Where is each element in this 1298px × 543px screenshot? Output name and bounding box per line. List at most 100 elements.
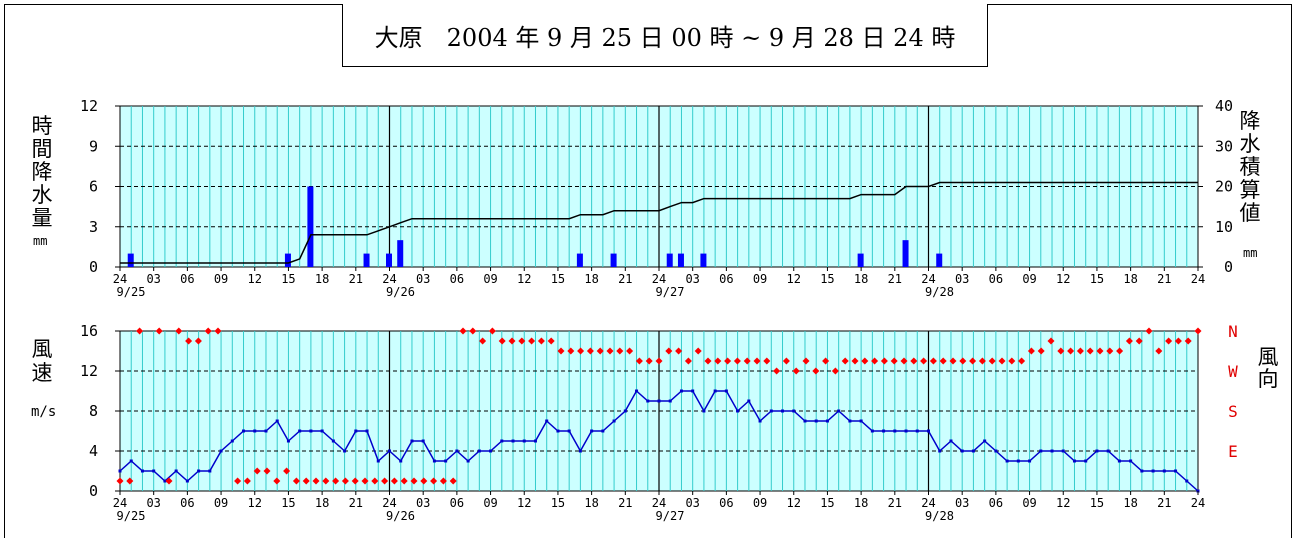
wind-direction-point [635, 357, 643, 365]
x-tick-label: 03 [146, 272, 160, 286]
y-tick-label: 9 [89, 137, 98, 155]
wind-speed-point [118, 469, 122, 473]
wind-speed-point [410, 439, 414, 443]
day-label: 9/25 [117, 509, 146, 523]
x-tick-label: 18 [854, 496, 868, 510]
wind-direction-point [694, 347, 702, 355]
x-tick-label: 09 [483, 272, 497, 286]
y-tick-label: 12 [80, 97, 98, 115]
wind-speed-point [724, 389, 728, 393]
wind-direction-point [253, 467, 261, 475]
wind-speed-point [1162, 469, 1166, 473]
precip-bar [397, 240, 404, 267]
wind-direction-point [361, 477, 369, 485]
wind-direction-point [498, 337, 506, 345]
wind-speed-point [893, 429, 897, 433]
wind-speed-point [522, 439, 526, 443]
wind-speed-point [253, 429, 257, 433]
wind-speed-point [792, 409, 796, 413]
wind-direction-point [841, 357, 849, 365]
wind-direction-ticks: N W S E [1228, 322, 1238, 461]
precip-bar [677, 253, 684, 267]
wind-direction-point [812, 367, 820, 375]
wind-speed-points [118, 389, 1200, 493]
wind-speed-point [1061, 449, 1065, 453]
x-tick-label: 24 [921, 272, 935, 286]
wind-speed-point [814, 419, 818, 423]
wind-left-label-char: 風 [32, 337, 53, 361]
wind-direction-point [586, 347, 594, 355]
wind-direction-point [733, 357, 741, 365]
wind-direction-point [596, 347, 604, 355]
precip-left-unit: mm [33, 234, 47, 248]
wind-direction-points [116, 327, 1202, 485]
x-tick-label: 15 [820, 496, 834, 510]
wind-speed-point [219, 449, 223, 453]
wind-direction-point [802, 357, 810, 365]
wind-speed-point [646, 399, 650, 403]
wind-speed-point [1151, 469, 1155, 473]
wind-speed-point [376, 459, 380, 463]
wind-direction-point [880, 357, 888, 365]
wind-direction-point [430, 477, 438, 485]
wind-speed-point [848, 419, 852, 423]
wind-speed-point [803, 419, 807, 423]
wind-direction-point [1018, 357, 1026, 365]
wind-speed-point [275, 419, 279, 423]
wind-speed-point [679, 389, 683, 393]
precip-right-label-char: 積 [1240, 155, 1261, 179]
wind-direction-point [871, 357, 879, 365]
wind-direction-point [1106, 347, 1114, 355]
wind-direction-point [851, 357, 859, 365]
wind-direction-point [763, 357, 771, 365]
wind-speed-point [1106, 449, 1110, 453]
wind-direction-point [420, 477, 428, 485]
wind-speed-point [1140, 469, 1144, 473]
wind-speed-point [859, 419, 863, 423]
wind-direction-point [929, 357, 937, 365]
precip-bar [576, 253, 583, 267]
wind-direction-point [724, 357, 732, 365]
precip-right-label-char: 値 [1240, 201, 1261, 225]
wind-direction-point [194, 337, 202, 345]
wind-speed-point [152, 469, 156, 473]
wind-direction-point [439, 477, 447, 485]
y-tick-label: 0 [89, 258, 98, 276]
wind-speed-point [837, 409, 841, 413]
x-tick-label: 03 [685, 496, 699, 510]
wind-speed-point [1039, 449, 1043, 453]
precip-x-ticks: 24 03 06 09 12 15 18 21 24 03 06 09 12 15 18 21 24 03 06 09… [113, 267, 1205, 286]
wind-speed-point [960, 449, 964, 453]
wind-speed-point [545, 419, 549, 423]
wind-speed-point [388, 449, 391, 453]
wind-direction-point [861, 357, 869, 365]
x-tick-label: 12 [787, 496, 801, 510]
wind-direction-point [488, 327, 496, 335]
wind-speed-point [1185, 479, 1189, 483]
wind-day-labels: 9/25 9/26 9/27 9/28 [117, 509, 954, 523]
title-box: 大原 2004 年 9 月 25 日 00 時 ~ 9 月 28 日 24 時 [342, 4, 988, 67]
wind-speed-point [1005, 459, 1009, 463]
wind-speed-point [533, 439, 537, 443]
wind-direction-point [547, 337, 555, 345]
x-tick-label: 06 [450, 272, 464, 286]
wind-direction-point [332, 477, 340, 485]
wind-direction-point [322, 477, 330, 485]
precip-bar [386, 253, 392, 267]
x-tick-label: 06 [989, 272, 1003, 286]
wind-speed-point [994, 449, 998, 453]
wind-direction-point [557, 347, 565, 355]
wind-left-ticks: 16 12 8 4 0 [80, 322, 120, 500]
day-label: 9/26 [386, 285, 415, 299]
x-tick-label: 15 [551, 272, 565, 286]
wind-speed-point [556, 429, 560, 433]
wind-speed-point [927, 429, 930, 433]
wind-speed-point [174, 469, 178, 473]
wind-direction-point [283, 467, 291, 475]
wind-speed-point [455, 449, 459, 453]
wind-direction-point [890, 357, 898, 365]
y-tick-label: 6 [89, 178, 98, 196]
x-tick-label: 21 [618, 272, 632, 286]
